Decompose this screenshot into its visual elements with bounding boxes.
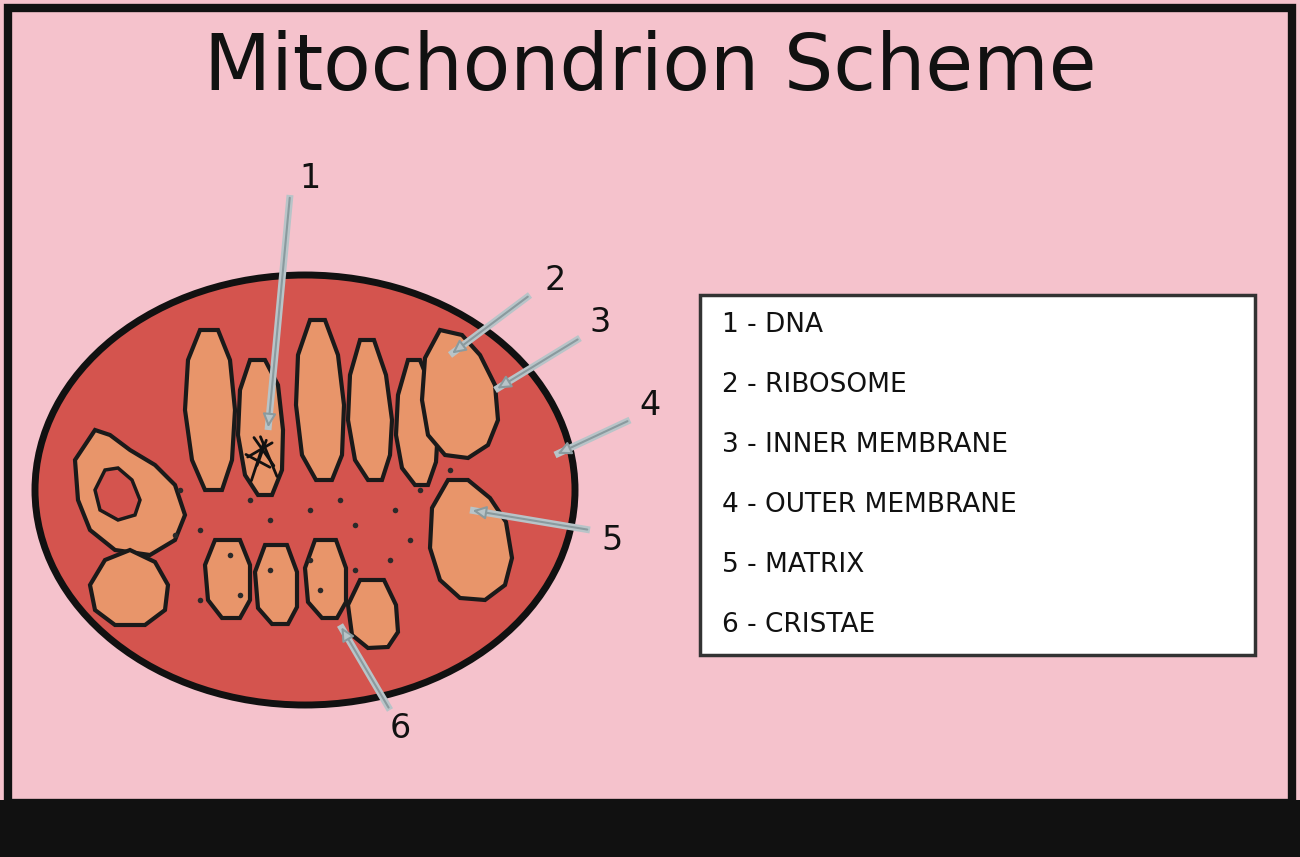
Polygon shape (422, 330, 498, 458)
Polygon shape (430, 480, 512, 600)
Polygon shape (396, 360, 438, 485)
Text: Mitochondrion Scheme: Mitochondrion Scheme (204, 30, 1096, 106)
Polygon shape (185, 330, 235, 490)
Text: 5 - MATRIX: 5 - MATRIX (722, 552, 865, 578)
Text: 1: 1 (299, 161, 321, 195)
Text: 4 - OUTER MEMBRANE: 4 - OUTER MEMBRANE (722, 492, 1017, 518)
Polygon shape (205, 540, 250, 618)
Polygon shape (296, 320, 345, 480)
Polygon shape (95, 468, 140, 520)
Text: 2 - RIBOSOME: 2 - RIBOSOME (722, 372, 906, 398)
Polygon shape (90, 550, 168, 625)
FancyBboxPatch shape (699, 295, 1254, 655)
Polygon shape (348, 340, 393, 480)
Text: 6 - CRISTAE: 6 - CRISTAE (722, 612, 875, 638)
Text: 2: 2 (545, 263, 566, 297)
Text: 4: 4 (640, 388, 660, 422)
Polygon shape (75, 430, 185, 555)
Polygon shape (348, 580, 398, 648)
Polygon shape (238, 360, 283, 495)
Polygon shape (306, 540, 346, 618)
Text: 5: 5 (602, 524, 623, 556)
Text: 3: 3 (589, 305, 611, 339)
FancyBboxPatch shape (0, 800, 1300, 857)
Text: 6: 6 (390, 711, 411, 745)
Text: 1 - DNA: 1 - DNA (722, 312, 823, 338)
Ellipse shape (35, 275, 575, 705)
Text: 3 - INNER MEMBRANE: 3 - INNER MEMBRANE (722, 432, 1008, 458)
Polygon shape (255, 545, 296, 624)
